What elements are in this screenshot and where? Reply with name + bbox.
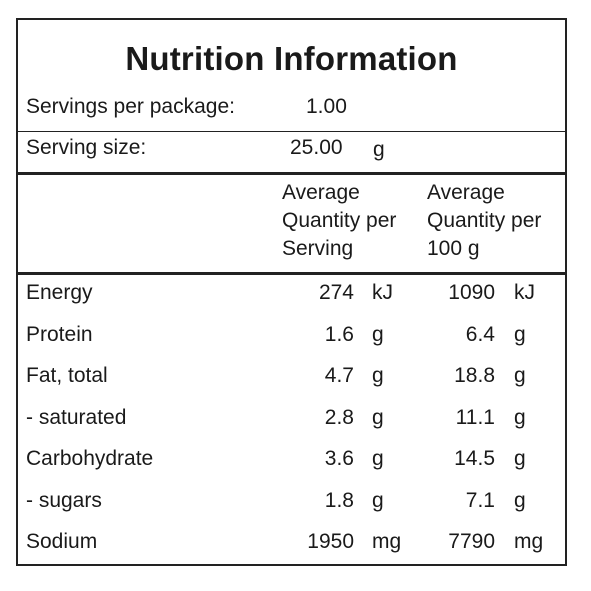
nutrient-name: Sodium xyxy=(26,530,98,553)
section-divider xyxy=(18,272,565,275)
per-serving-value: 2.8 xyxy=(324,406,354,429)
per-100g-unit: kJ xyxy=(514,281,535,304)
nutrient-name: Energy xyxy=(26,281,93,304)
per-serving-unit: kJ xyxy=(372,281,393,304)
per-100g-value: 7.1 xyxy=(465,489,495,512)
per-serving-value: 1.6 xyxy=(324,323,354,346)
nutrient-name: Carbohydrate xyxy=(26,447,154,470)
nutrient-name: - saturated xyxy=(26,406,127,429)
per-serving-unit: mg xyxy=(372,530,402,553)
serving-size-value: 25.00 xyxy=(290,136,343,159)
per-100g-unit: g xyxy=(514,323,526,346)
per-serving-unit: g xyxy=(372,406,384,429)
serving-size-label: Serving size: xyxy=(26,136,147,159)
header-line: Average xyxy=(282,181,360,204)
per-100g-unit: mg xyxy=(514,530,544,553)
serving-size-unit: g xyxy=(373,138,385,161)
header-line: Quantity per xyxy=(282,209,397,232)
nutrition-panel: Nutrition Information Servings per packa… xyxy=(16,18,567,566)
per-100g-value: 11.1 xyxy=(455,406,495,429)
section-divider xyxy=(18,172,565,175)
per-serving-unit: g xyxy=(372,489,384,512)
per-serving-unit: g xyxy=(372,364,384,387)
per-100g-unit: g xyxy=(514,447,526,470)
per-100g-unit: g xyxy=(514,364,526,387)
per-serving-value: 4.7 xyxy=(324,364,354,387)
per-serving-unit: g xyxy=(372,323,384,346)
nutrient-name: Fat, total xyxy=(26,364,108,387)
panel-title: Nutrition Information xyxy=(125,40,458,77)
per-100g-value: 1090 xyxy=(448,281,495,304)
header-line: 100 g xyxy=(427,237,480,260)
divider xyxy=(18,131,565,132)
header-line: Serving xyxy=(282,237,354,260)
per-serving-value: 274 xyxy=(318,281,354,304)
per-100g-unit: g xyxy=(514,406,526,429)
per-100g-unit: g xyxy=(514,489,526,512)
per-serving-value: 3.6 xyxy=(324,447,354,470)
per-100g-value: 14.5 xyxy=(454,447,495,470)
nutrient-name: Protein xyxy=(26,323,93,346)
header-line: Quantity per xyxy=(427,209,542,232)
per-100g-value: 7790 xyxy=(448,530,495,553)
per-100g-value: 18.8 xyxy=(454,364,495,387)
servings-per-package-label: Servings per package: xyxy=(26,95,235,118)
per-serving-unit: g xyxy=(372,447,384,470)
per-serving-value: 1950 xyxy=(307,530,354,553)
per-serving-value: 1.8 xyxy=(324,489,354,512)
nutrient-name: - sugars xyxy=(26,489,102,512)
per-100g-value: 6.4 xyxy=(465,323,495,346)
servings-per-package-value: 1.00 xyxy=(306,95,347,118)
header-line: Average xyxy=(427,181,505,204)
